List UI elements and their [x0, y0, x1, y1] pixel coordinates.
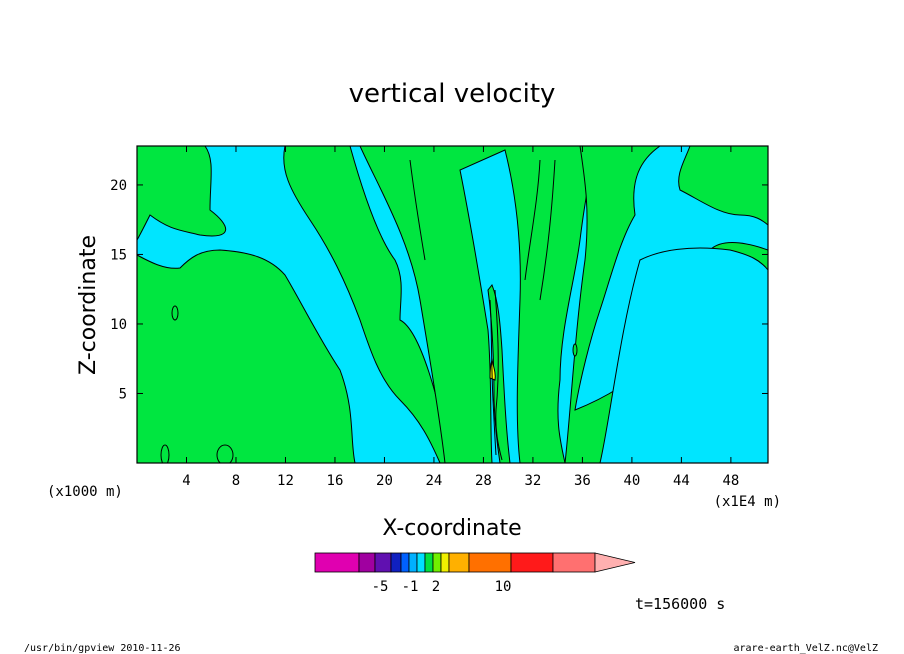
x-tick-label: 24 [426, 473, 443, 489]
colorbar-swatch [552, 552, 596, 573]
x-tick-label: 16 [327, 473, 344, 489]
colorbar-swatch [374, 552, 392, 573]
updraft-region [216, 444, 234, 463]
x-tick-label: 48 [722, 473, 739, 489]
colorbar-swatch [432, 552, 442, 573]
y-tick-label: 20 [110, 178, 127, 194]
x-tick-label: 32 [524, 473, 541, 489]
colorbar-swatch [358, 552, 376, 573]
downdraft-region [599, 247, 768, 463]
y-axis: 5 10 15 20 [110, 178, 768, 402]
colorbar-swatch [510, 552, 554, 573]
footer-left: /usr/bin/gpview 2010-11-26 [24, 643, 181, 654]
x-tick-label: 28 [475, 473, 492, 489]
updraft-region [160, 444, 170, 463]
x-tick-label: 20 [376, 473, 393, 489]
chart-title: vertical velocity [349, 79, 556, 109]
colorbar-swatch [400, 552, 410, 573]
plot-area [136, 145, 769, 464]
colorbar-swatch [468, 552, 512, 573]
colorbar-swatch [440, 552, 450, 573]
colorbar-label: 10 [495, 579, 512, 595]
x-tick-label: 40 [623, 473, 640, 489]
colorbar-swatch [448, 552, 470, 573]
colorbar-swatch [314, 552, 360, 573]
contour-streak [539, 159, 556, 301]
updraft-region [137, 146, 227, 241]
contour-streak [524, 159, 541, 281]
x-unit-right: (x1E4 m) [714, 494, 781, 510]
contour-streak [489, 299, 497, 456]
updraft-region [678, 146, 768, 226]
colorbar-label: 2 [432, 579, 440, 595]
x-tick-label: 12 [277, 473, 294, 489]
colorbar-label: -5 [372, 579, 389, 595]
time-label: t=156000 s [635, 595, 725, 613]
colorbar-swatch [416, 552, 426, 573]
colorbar-swatch [424, 552, 434, 573]
colorbar-swatch [390, 552, 402, 573]
y-tick-label: 5 [119, 386, 127, 402]
colorbar-label: -1 [402, 579, 419, 595]
y-tick-label: 10 [110, 317, 127, 333]
plot-frame [136, 145, 769, 464]
updraft-region [137, 146, 451, 463]
contour-streak [409, 159, 426, 261]
x-tick-label: 44 [673, 473, 690, 489]
x-unit-left: (x1000 m) [47, 484, 123, 500]
x-tick-label: 4 [182, 473, 190, 489]
contour-streak [494, 289, 503, 461]
x-tick-label: 36 [574, 473, 591, 489]
updraft-region [572, 343, 578, 357]
x-axis-label: X-coordinate [382, 516, 521, 541]
footer-right: arare-earth_VelZ.nc@VelZ [734, 643, 879, 654]
y-axis-label: Z-coordinate [76, 235, 101, 375]
y-tick-label: 15 [110, 247, 127, 263]
x-axis: 4 8 12 16 20 24 28 32 36 40 44 48 [182, 146, 739, 489]
updraft-region [171, 305, 179, 321]
x-tick-label: 8 [232, 473, 240, 489]
colorbar-extend-arrow [594, 552, 636, 573]
colorbar: -5 -1 2 10 [314, 552, 636, 595]
colorbar-swatch [408, 552, 418, 573]
updraft-region [359, 146, 601, 463]
